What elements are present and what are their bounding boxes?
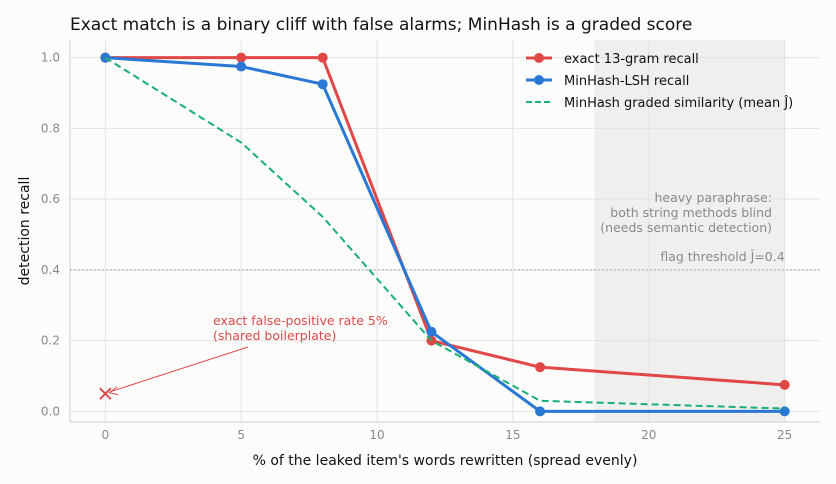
series-line-0: [105, 56, 785, 387]
x-tick-label: 25: [777, 428, 792, 442]
legend-label-0: exact 13-gram recall: [564, 52, 699, 67]
series-1-point: [535, 406, 546, 417]
series-0-point: [236, 52, 247, 63]
x-tick-label: 5: [237, 428, 245, 442]
threshold-label: flag threshold Ĵ=0.4: [660, 249, 784, 264]
false-positive-marker: [99, 387, 112, 400]
false-positive-note-line: (shared boilerplate): [213, 328, 336, 343]
y-tick-label: 0.8: [41, 121, 60, 135]
chart-title: Exact match is a binary cliff with false…: [70, 15, 692, 35]
legend-marker-0: [534, 53, 544, 63]
legend-label-1: MinHash-LSH recall: [564, 74, 689, 89]
series-line-1: [105, 56, 785, 413]
false-positive-note-line: exact false-positive rate 5%: [213, 313, 388, 328]
y-tick-label: 1.0: [41, 51, 60, 65]
series-1-point: [317, 79, 328, 90]
series-0-point: [779, 379, 790, 390]
shaded-region: [594, 40, 785, 422]
paraphrase-note-line: both string methods blind: [610, 205, 772, 220]
y-tick-label: 0.2: [41, 334, 60, 348]
series-line-2: [104, 56, 785, 410]
x-tick-label: 15: [505, 428, 520, 442]
x-tick-label: 10: [369, 428, 384, 442]
legend-label-2: MinHash graded similarity (mean Ĵ): [564, 96, 793, 111]
paraphrase-note-line: heavy paraphrase:: [654, 190, 772, 205]
annotation-arrowhead: [108, 386, 119, 396]
y-axis-label: detection recall: [17, 177, 33, 286]
series-0-point: [535, 362, 546, 373]
y-tick-label: 0.4: [41, 263, 60, 277]
y-tick-label: 0.0: [41, 404, 60, 418]
x-tick-label: 0: [102, 428, 110, 442]
legend-marker-1: [534, 75, 544, 85]
x-axis-label: % of the leaked item's words rewritten (…: [253, 453, 638, 469]
series-1-point: [236, 61, 247, 72]
series-1-point: [426, 326, 437, 337]
paraphrase-note-line: (needs semantic detection): [600, 220, 772, 235]
annotation-arrow: [110, 346, 249, 393]
x-tick-label: 20: [641, 428, 656, 442]
series-0-point: [317, 52, 328, 63]
y-tick-label: 0.6: [41, 192, 60, 206]
series-1-point: [779, 406, 790, 417]
